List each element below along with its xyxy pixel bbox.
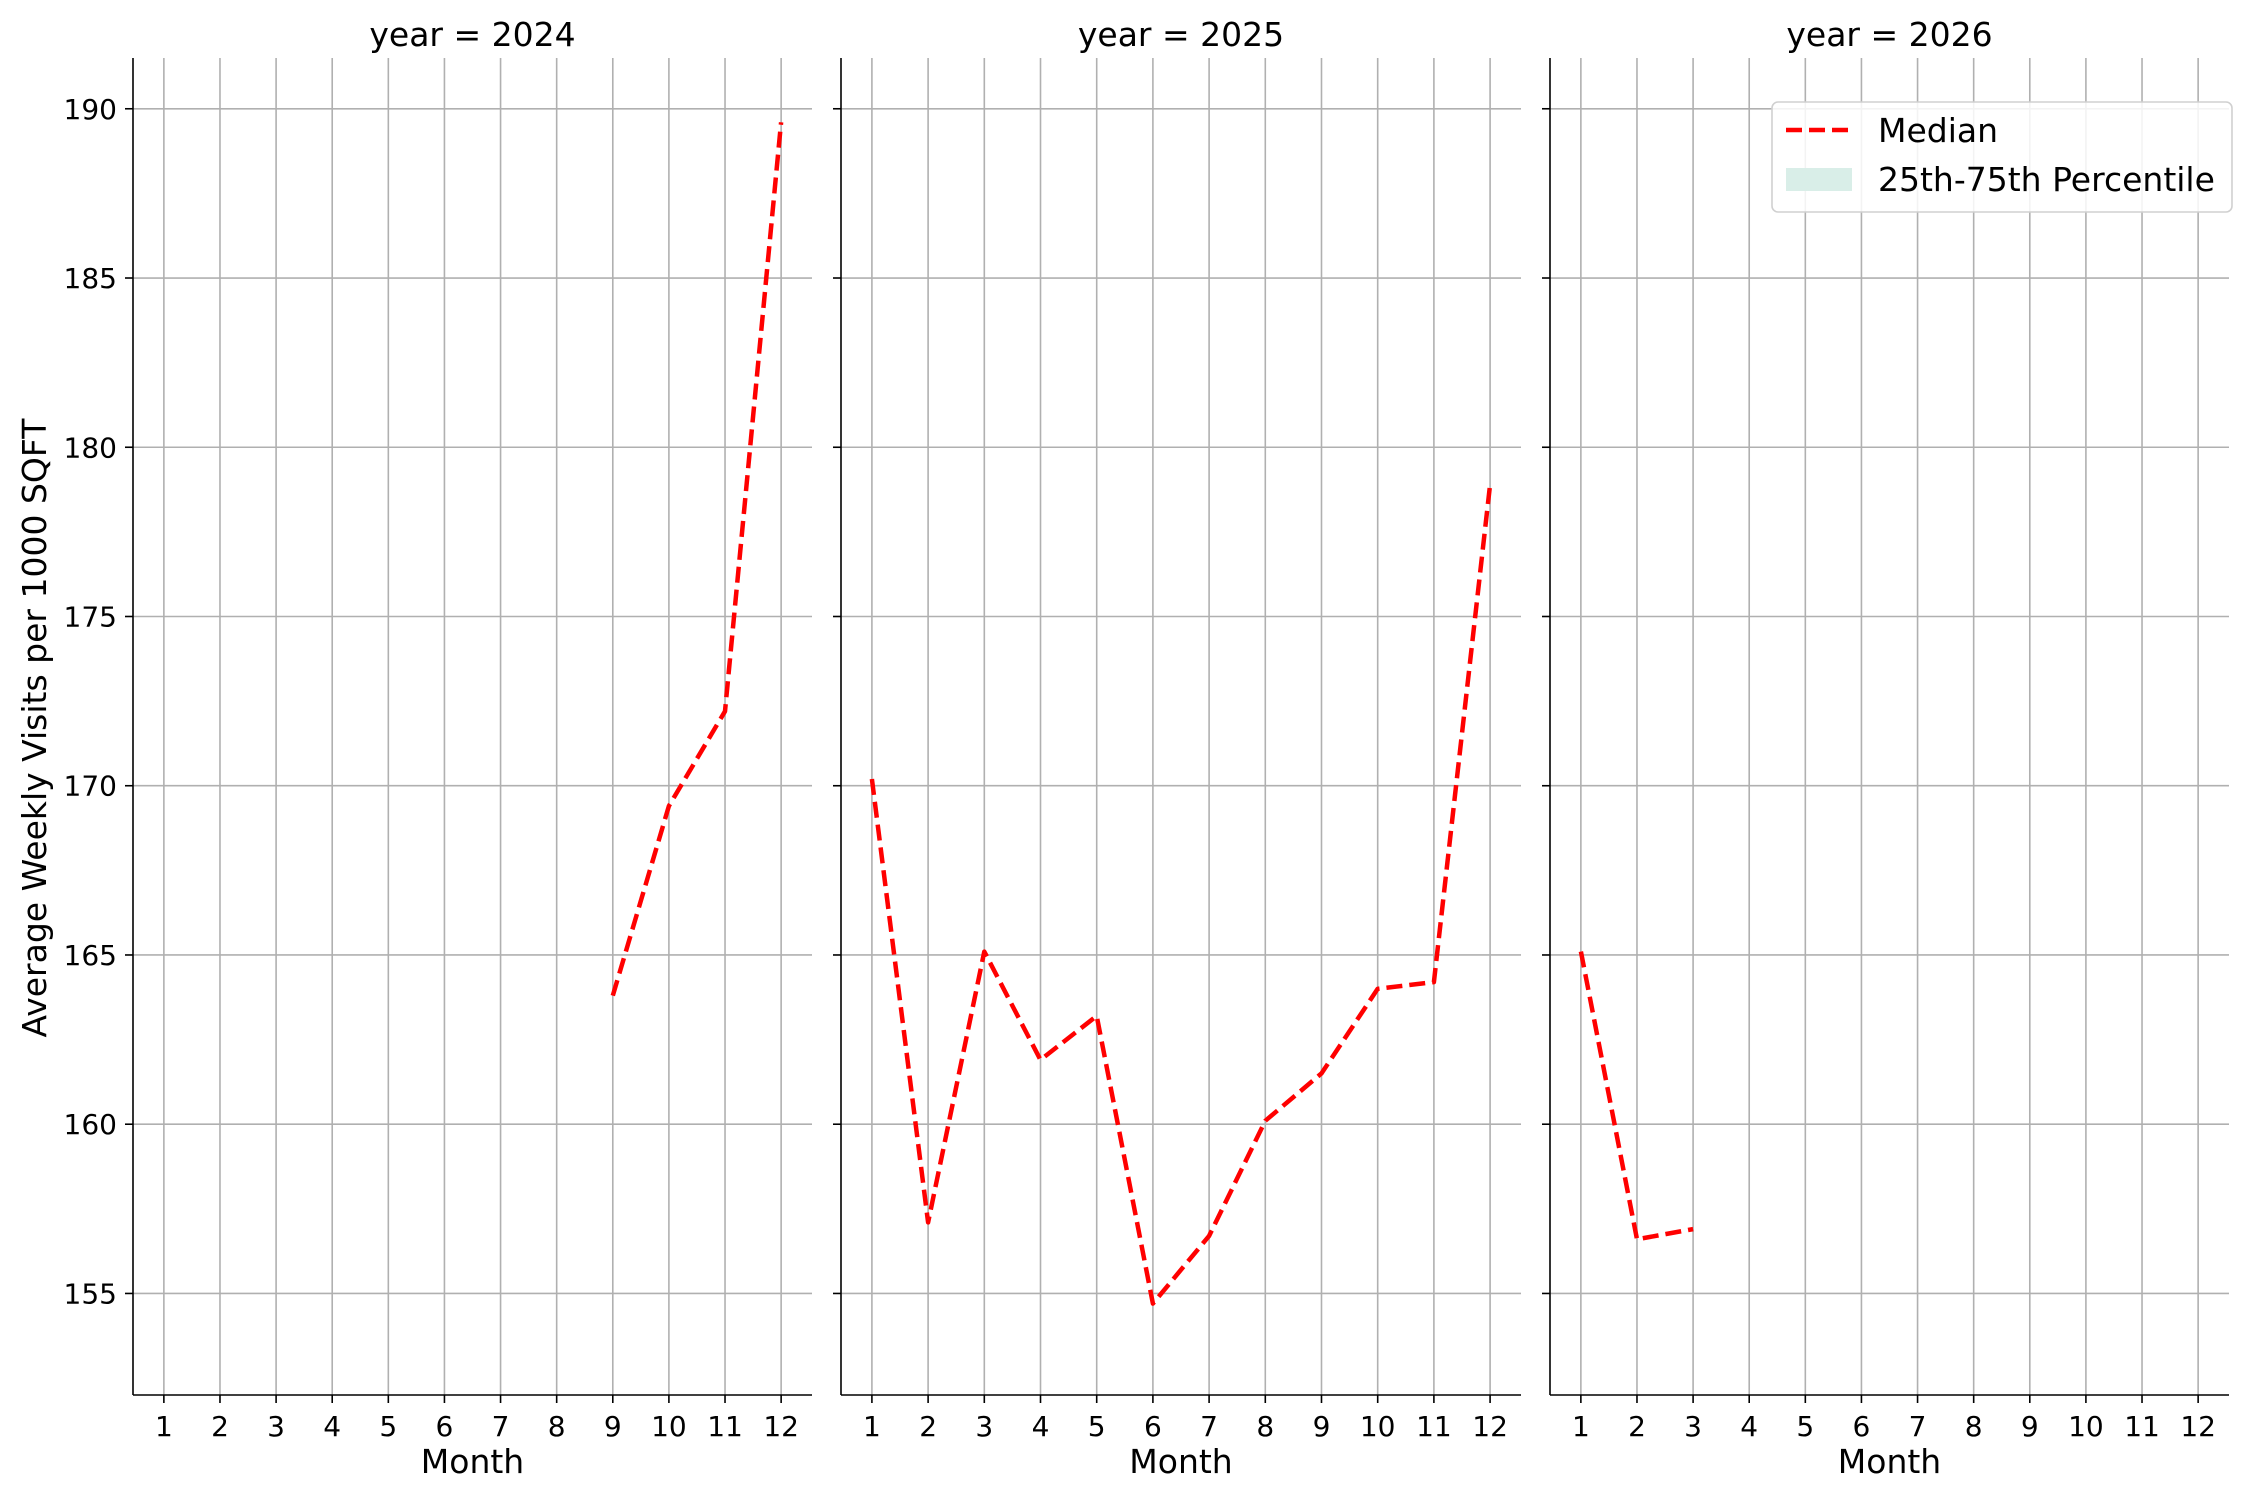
y-tick-label: 185 bbox=[64, 262, 117, 295]
x-tick-label: 1 bbox=[863, 1410, 881, 1443]
x-tick-label: 8 bbox=[1965, 1410, 1983, 1443]
x-axis-title: Month bbox=[1838, 1442, 1941, 1481]
x-tick-label: 10 bbox=[651, 1410, 687, 1443]
y-tick-label: 160 bbox=[64, 1108, 117, 1141]
x-tick-label: 3 bbox=[975, 1410, 993, 1443]
y-tick-label: 155 bbox=[64, 1277, 117, 1310]
x-tick-label: 4 bbox=[323, 1410, 341, 1443]
x-tick-label: 11 bbox=[2124, 1410, 2160, 1443]
x-tick-label: 5 bbox=[1796, 1410, 1814, 1443]
x-tick-label: 8 bbox=[548, 1410, 566, 1443]
x-tick-label: 12 bbox=[1472, 1410, 1508, 1443]
panel-title: year = 2026 bbox=[1786, 15, 1992, 54]
x-tick-label: 8 bbox=[1256, 1410, 1274, 1443]
x-tick-label: 2 bbox=[211, 1410, 229, 1443]
median-series-line bbox=[610, 122, 784, 997]
x-tick-label: 12 bbox=[763, 1410, 799, 1443]
x-tick-label: 10 bbox=[2068, 1410, 2104, 1443]
x-tick-label: 9 bbox=[2021, 1410, 2039, 1443]
x-tick-label: 3 bbox=[267, 1410, 285, 1443]
x-tick-label: 4 bbox=[1740, 1410, 1758, 1443]
x-tick-label: 1 bbox=[155, 1410, 173, 1443]
x-tick-label: 11 bbox=[1416, 1410, 1452, 1443]
y-tick-label: 190 bbox=[64, 93, 117, 126]
x-tick-label: 2 bbox=[1628, 1410, 1646, 1443]
x-tick-label: 5 bbox=[379, 1410, 397, 1443]
panel-title: year = 2024 bbox=[369, 15, 575, 54]
x-tick-label: 7 bbox=[492, 1410, 510, 1443]
x-tick-label: 5 bbox=[1088, 1410, 1106, 1443]
x-tick-label: 12 bbox=[2180, 1410, 2216, 1443]
x-tick-label: 7 bbox=[1200, 1410, 1218, 1443]
legend-percentile-swatch bbox=[1786, 168, 1852, 191]
x-tick-label: 6 bbox=[1144, 1410, 1162, 1443]
panel-0: 1 2 3 4 5 6 7 8 9 10 11 12155160165170175180185190y… bbox=[64, 15, 812, 1481]
x-tick-label: 9 bbox=[604, 1410, 622, 1443]
x-axis-title: Month bbox=[421, 1442, 524, 1481]
x-tick-label: 9 bbox=[1313, 1410, 1331, 1443]
legend-percentile-label: 25th-75th Percentile bbox=[1878, 160, 2215, 199]
y-tick-label: 165 bbox=[64, 939, 117, 972]
x-tick-label: 6 bbox=[436, 1410, 454, 1443]
x-tick-label: 1 bbox=[1572, 1410, 1590, 1443]
legend-median-label: Median bbox=[1878, 111, 1998, 150]
legend-frame bbox=[1771, 101, 2233, 213]
x-tick-label: 11 bbox=[707, 1410, 743, 1443]
x-tick-label: 7 bbox=[1909, 1410, 1927, 1443]
x-axis-title: Month bbox=[1129, 1442, 1232, 1481]
y-axis-title: Average Weekly Visits per 1000 SQFT bbox=[15, 418, 54, 1038]
x-tick-label: 4 bbox=[1032, 1410, 1050, 1443]
median-series-line bbox=[869, 484, 1493, 1306]
panels-layer: 1 2 3 4 5 6 7 8 9 10 11 12155160165170175180185190y… bbox=[64, 15, 2229, 1481]
y-tick-label: 180 bbox=[64, 431, 117, 464]
gridlines bbox=[133, 58, 812, 1395]
legend: Median 25th-75th Percentile bbox=[1771, 101, 2233, 213]
gridlines bbox=[1550, 58, 2229, 1395]
x-tick-label: 2 bbox=[919, 1410, 937, 1443]
median-series-line bbox=[1578, 951, 1694, 1242]
y-tick-label: 170 bbox=[64, 770, 117, 803]
gridlines bbox=[841, 58, 1521, 1395]
y-tick-label: 175 bbox=[64, 600, 117, 633]
x-tick-label: 10 bbox=[1360, 1410, 1396, 1443]
x-tick-label: 3 bbox=[1684, 1410, 1702, 1443]
panel-title: year = 2025 bbox=[1078, 15, 1284, 54]
x-tick-label: 6 bbox=[1853, 1410, 1871, 1443]
